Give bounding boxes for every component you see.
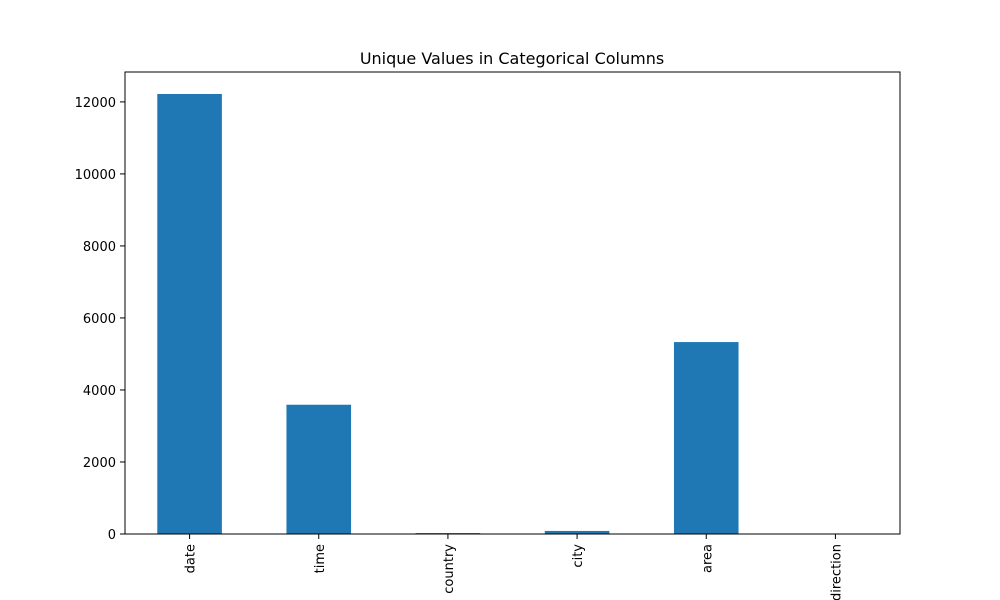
y-tick-label: 12000 [75,96,116,111]
bar-area [673,342,739,534]
x-tick-label-direction: direction [829,544,844,600]
chart-title: Unique Values in Categorical Columns [360,49,664,68]
bar-date [157,93,222,534]
x-tick-label-country: country [442,544,457,594]
y-tick-label: 10000 [75,168,116,183]
bar-time [286,404,352,534]
x-tick-label-area: area [700,544,715,573]
bar-city [544,530,610,534]
axes-layer: 0 2000 4000 6000 8000 10000 12000 date time count… [75,96,845,600]
x-tick-label-date: date [184,544,199,573]
y-tick-label: 4000 [83,384,116,399]
y-tick-label: 0 [108,528,116,543]
x-tick-label-time: time [313,544,328,573]
x-tick-label-city: city [571,544,586,568]
y-tick-label: 2000 [83,456,116,471]
y-tick-label: 8000 [83,240,116,255]
bars-layer [157,93,868,534]
plot-area-frame [124,71,901,535]
y-tick-label: 6000 [83,312,116,327]
